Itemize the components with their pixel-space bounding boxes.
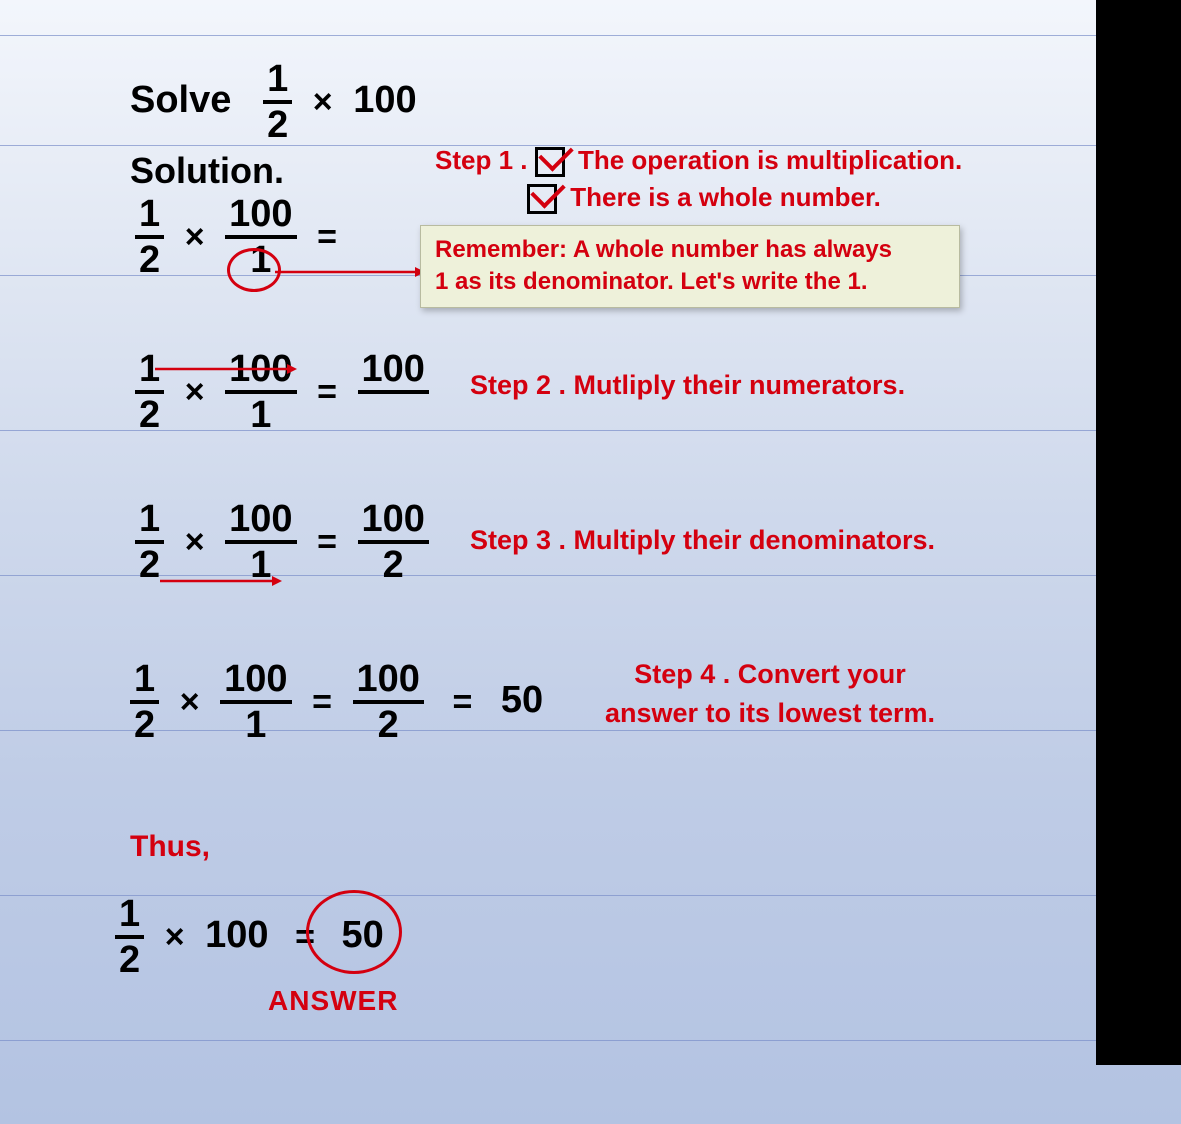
solution-label: Solution.	[130, 150, 284, 192]
step3-expr: 1 2 × 100 1 = 100 2	[135, 500, 429, 584]
prompt: Solve 1 2 × 100	[130, 60, 417, 144]
answer-circle	[306, 890, 402, 974]
step1-check-b: There is a whole number.	[527, 182, 881, 214]
thus-label: Thus,	[130, 830, 210, 864]
arrow-icon	[160, 575, 285, 587]
right-strip	[1096, 0, 1181, 1065]
prompt-whole: 100	[353, 79, 416, 121]
prompt-fraction: 1 2	[263, 60, 292, 144]
note-box: Remember: A whole number has always 1 as…	[420, 225, 960, 308]
step3-label: Step 3 . Multiply their denominators.	[470, 525, 935, 556]
prompt-label: Solve	[130, 79, 231, 121]
check-icon	[527, 184, 557, 214]
step2-label: Step 2 . Mutliply their numerators.	[470, 370, 905, 401]
arrow-icon	[155, 363, 300, 375]
step4-label: Step 4 . Convert your answer to its lowe…	[570, 655, 970, 733]
check-icon	[535, 147, 565, 177]
circle-one	[227, 248, 281, 292]
arrow-icon	[275, 262, 425, 282]
answer-label: ANSWER	[268, 985, 398, 1017]
times-symbol: ×	[313, 83, 333, 121]
step1-label: Step 1 . The operation is multiplication…	[435, 145, 962, 177]
step4-expr: 1 2 × 100 1 = 100 2 = 50	[130, 660, 543, 744]
